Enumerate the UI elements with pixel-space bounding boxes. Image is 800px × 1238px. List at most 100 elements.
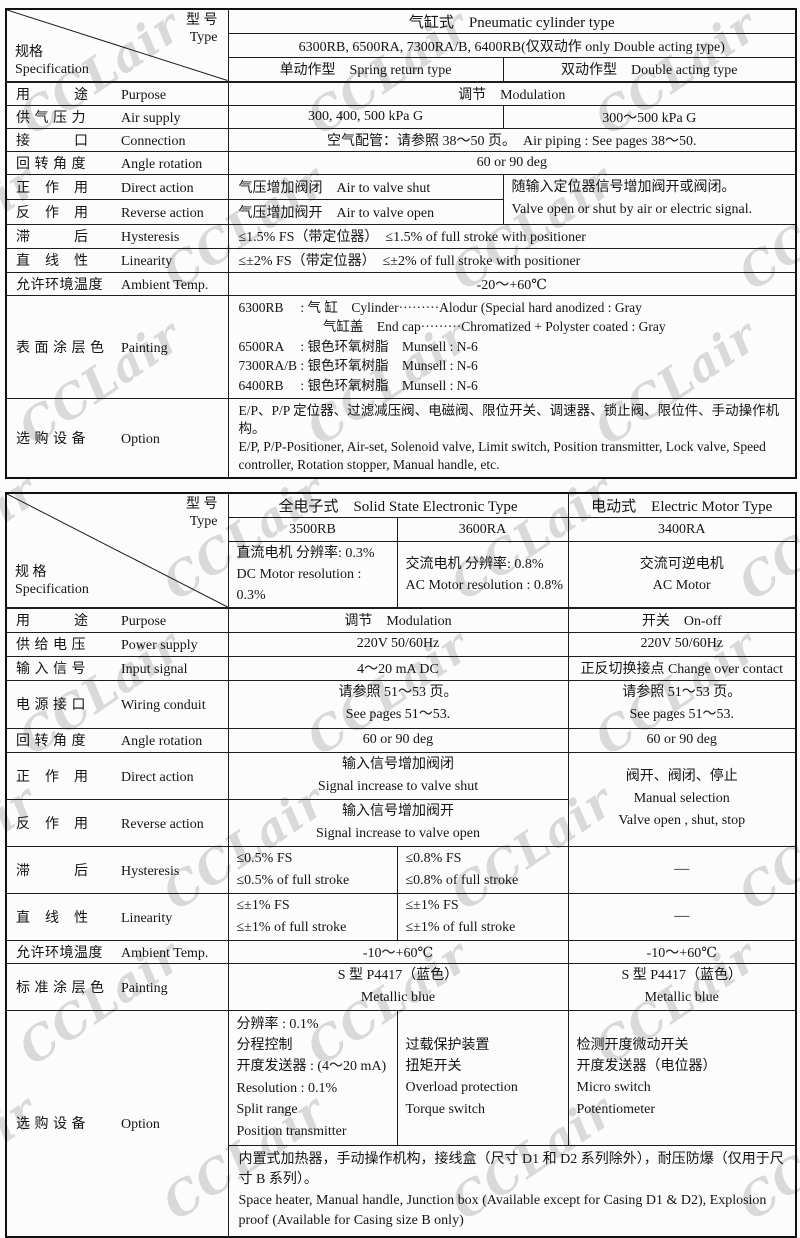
t2-hyst1-l1: ≤0.5% FS: [236, 850, 293, 866]
t1-option-label-en: Option: [121, 431, 160, 447]
t2-painting-solid-en: Metallic blue: [360, 989, 436, 1005]
t1-direct-label-en: Direct action: [121, 180, 194, 196]
t2-lin1-l1: ≤±1% FS: [236, 897, 290, 913]
t2-angle-label: 回 转 角 度 Angle rotation: [5, 727, 229, 753]
electric-spec-table: 型 号 Type 规 格 Specification 全电子式 Solid St…: [5, 492, 797, 1238]
t2-hyst2-l2: ≤0.8% of full stroke: [405, 872, 519, 888]
t2-hysteresis-label-en: Hysteresis: [121, 863, 180, 879]
t2-option-line: 开度发送器（电位器）: [576, 1058, 717, 1074]
t2-model-3600ra: 3600RA: [396, 517, 569, 542]
t2-option-label: 选 购 设 备 Option: [5, 1009, 229, 1238]
t1-air-supply-label: 供 气 压 力 Air supply: [5, 104, 229, 129]
t2-option-3600ra: 过载保护装置 扭矩开关 Overload protection Torque s…: [396, 1009, 569, 1146]
t1-reverse-label-en: Reverse action: [121, 205, 204, 221]
t2-wiring-label: 电 源 接 口 Wiring conduit: [5, 679, 229, 729]
t2-linearity-label-zh: 直 线 性: [16, 910, 89, 926]
t2-option-label-en: Option: [121, 1117, 160, 1133]
t1-reverse-value: 气压增加阀开 Air to valve open: [227, 198, 504, 225]
t2-res-3600ra-en: AC Motor resolution : 0.8%: [405, 577, 564, 593]
t1-ambient-label: 允许环境温度 Ambient Temp.: [5, 271, 229, 296]
t1-positioner-note: 随输入定位器信号增加阀开或阀闭。 Valve open or shut by a…: [502, 173, 797, 225]
t1-col-spring-return: 单动作型 Spring return type: [227, 57, 504, 83]
t2-direct-zh: 输入信号增加阀闭: [342, 756, 454, 772]
t2-hysteresis-3600ra: ≤0.8% FS ≤0.8% of full stroke: [396, 845, 569, 894]
t2-angle-label-zh: 回 转 角 度: [16, 734, 86, 749]
t1-positioner-note-en: Valve open or shut by air or electric si…: [511, 202, 753, 217]
t2-lin2-l2: ≤±1% of full stroke: [405, 919, 516, 935]
t2-wiring-label-en: Wiring conduit: [121, 698, 206, 713]
t2-direct-label-zh: 正 作 用: [16, 769, 89, 785]
t2-option-line: Potentiometer: [576, 1101, 656, 1117]
t2-solid-state-header: 全电子式 Solid State Electronic Type: [227, 492, 569, 518]
t2-purpose-electric: 开关 On-off: [567, 607, 797, 633]
t2-input-electric: 正反切换接点 Change over contact: [567, 655, 797, 681]
t2-option-common-en: Space heater, Manual handle, Junction bo…: [238, 1192, 767, 1229]
t1-angle-value: 60 or 90 deg: [227, 150, 797, 175]
t2-res-3600ra: 交流电机 分辨率: 0.8% AC Motor resolution : 0.8…: [396, 541, 569, 609]
t2-direct-en: Signal increase to valve shut: [317, 778, 479, 794]
t2-ambient-solid: -10～+60℃: [227, 939, 569, 964]
t2-manual-en1: Manual selection: [633, 791, 730, 806]
t1-painting-line: 6500RA : 银色环氧树脂 Munsell : N-6: [238, 338, 478, 354]
t2-hyst1-l2: ≤0.5% of full stroke: [236, 872, 350, 888]
t2-corner-spec-en: Specification: [15, 582, 89, 597]
t2-linearity-3500rb: ≤±1% FS ≤±1% of full stroke: [227, 892, 398, 941]
t2-painting-electric: S 型 P4417（蓝色） Metallic blue: [567, 962, 797, 1011]
t2-painting-label-zh: 标 准 涂 层 色: [16, 980, 105, 996]
t1-corner-type-en: Type: [189, 30, 218, 45]
t1-air-supply-label-zh: 供 气 压 力: [16, 110, 86, 126]
t2-option-line: 分程控制: [236, 1037, 293, 1053]
t2-option-line: Micro switch: [576, 1080, 651, 1096]
t2-corner-spec-zh: 规 格: [15, 565, 47, 580]
t2-option-line: Torque switch: [405, 1101, 486, 1117]
t2-res-3500rb-zh: 直流电机 分辨率: 0.3%: [236, 546, 375, 561]
t1-positioner-note-zh: 随输入定位器信号增加阀开或阀闭。: [511, 180, 736, 195]
t2-corner-type-zh: 型 号: [186, 497, 218, 512]
t1-direct-value: 气压增加阀闭 Air to valve shut: [227, 173, 504, 200]
t1-corner-type: 型 号 Type: [186, 12, 218, 46]
t2-res-3500rb-en: DC Motor resolution : 0.3%: [236, 567, 362, 603]
t1-air-supply-double: 300～500 kPa G: [502, 104, 797, 129]
t1-ambient-label-en: Ambient Temp.: [121, 277, 209, 293]
t1-air-supply-label-en: Air supply: [121, 110, 181, 126]
t2-purpose-label: 用 途 Purpose: [5, 607, 229, 633]
t2-ambient-label: 允许环境温度 Ambient Temp.: [5, 939, 229, 964]
t2-hysteresis-3500rb: ≤0.5% FS ≤0.5% of full stroke: [227, 845, 398, 894]
t1-direct-label: 正 作 用 Direct action: [5, 173, 229, 200]
t1-angle-label-zh: 回 转 角 度: [16, 156, 86, 172]
t1-ambient-label-zh: 允许环境温度: [16, 277, 103, 293]
t1-purpose-label-zh: 用 途: [16, 87, 89, 103]
t2-wiring-electric: 请参照 51～53 页。 See pages 51～53.: [567, 679, 797, 729]
t2-electric-motor-header: 电动式 Electric Motor Type: [567, 492, 797, 518]
t2-model-3500rb: 3500RB: [227, 517, 398, 542]
t2-res-3400ra-en: AC Motor: [652, 577, 711, 593]
t1-option-label: 选 购 设 备 Option: [5, 397, 229, 478]
t2-angle-label-en: Angle rotation: [121, 734, 203, 749]
t2-option-line: 过载保护装置: [405, 1037, 490, 1053]
t2-power-label-zh: 供 给 电 压: [16, 638, 86, 653]
t2-hyst2-l1: ≤0.8% FS: [405, 850, 462, 866]
t1-painting-label-zh: 表 面 涂 层 色: [16, 340, 105, 356]
pneumatic-spec-table: 型 号 Type 规格 Specification 气缸式 Pneumatic …: [5, 8, 798, 479]
t1-corner-cell: 型 号 Type 规格 Specification: [5, 8, 229, 83]
t1-models-cell: 6300RB, 6500RA, 7300RA/B, 6400RB(仅双动作 on…: [227, 33, 797, 58]
t2-option-line: Split range: [236, 1102, 298, 1118]
t1-painting-line: 气缸盖 End cap·········Chromatized + Polyst…: [238, 319, 666, 335]
t1-option-en-text: E/P, P/P-Positioner, Air-set, Solenoid v…: [238, 438, 766, 472]
t1-reverse-label: 反 作 用 Reverse action: [5, 198, 229, 225]
t2-painting-electric-zh: S 型 P4417（蓝色）: [621, 967, 743, 983]
t2-option-line: Overload protection: [405, 1080, 518, 1096]
t2-wiring-label-zh: 电 源 接 口: [16, 698, 86, 713]
t2-linearity-3600ra: ≤±1% FS ≤±1% of full stroke: [396, 892, 569, 941]
t1-painting-label-en: Painting: [121, 340, 168, 356]
t2-option-label-zh: 选 购 设 备: [16, 1117, 86, 1133]
t2-linearity-label: 直 线 性 Linearity: [5, 892, 229, 941]
t2-direct-label: 正 作 用 Direct action: [5, 751, 229, 800]
t2-linearity-3400ra: —: [567, 892, 797, 941]
t2-painting-solid-zh: S 型 P4417（蓝色）: [337, 967, 459, 983]
t2-option-3500rb: 分辨率 : 0.1% 分程控制 开度发送器 : (4～20 mA) Resolu…: [227, 1009, 398, 1146]
t2-lin2-l1: ≤±1% FS: [405, 897, 459, 913]
t2-reverse-en: Signal increase to valve open: [315, 825, 481, 841]
t1-corner-spec-en: Specification: [15, 61, 89, 77]
t1-purpose-value: 调节 Modulation: [227, 81, 797, 106]
